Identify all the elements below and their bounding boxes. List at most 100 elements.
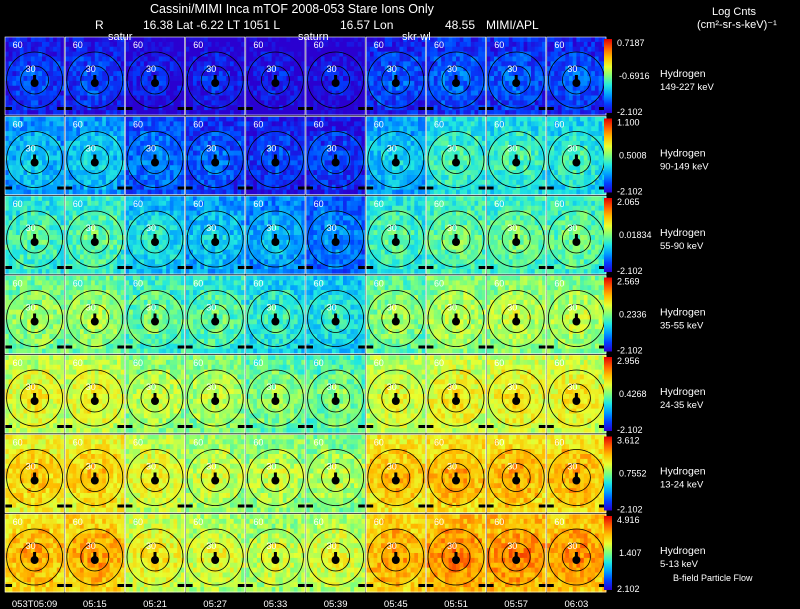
ring-30 — [140, 145, 170, 174]
colorbar-max: 2.569 — [617, 277, 640, 287]
panel-border — [426, 116, 486, 195]
ring-60 — [427, 528, 485, 586]
ring-label-30: 30 — [567, 541, 577, 551]
ring-label-60: 60 — [73, 120, 83, 130]
panel-border — [185, 434, 246, 513]
ring-label-60: 60 — [314, 279, 324, 289]
saturn-marker — [331, 476, 340, 485]
colorbar-mid: 1.407 — [619, 548, 642, 558]
cross-mark — [358, 584, 366, 587]
ring-label-60: 60 — [193, 358, 203, 368]
image-panel: 60 30 — [305, 513, 366, 593]
cross-mark — [117, 425, 125, 428]
field-marker — [454, 472, 458, 478]
ring-label-30: 30 — [447, 541, 457, 551]
panel-border — [185, 195, 246, 275]
ring-label-60: 60 — [314, 517, 324, 527]
ring-30 — [200, 463, 230, 492]
ring-label-60: 60 — [434, 358, 444, 368]
panel-border — [125, 116, 185, 195]
cross-mark — [237, 504, 245, 508]
panel-border — [365, 36, 426, 116]
saturn-marker — [151, 476, 159, 485]
field-marker — [273, 154, 277, 160]
ring-60 — [307, 131, 365, 188]
ring-label-30: 30 — [266, 462, 276, 472]
saturn-marker — [572, 476, 581, 485]
panel-border — [486, 513, 547, 593]
cross-mark — [358, 186, 366, 190]
saturn-marker — [572, 317, 581, 326]
cross-mark — [5, 425, 12, 428]
cross-mark — [486, 425, 494, 428]
saturn-marker — [512, 238, 521, 246]
cross-mark — [177, 345, 185, 349]
field-marker — [574, 154, 578, 160]
ring-30 — [200, 304, 230, 333]
field-marker — [153, 313, 157, 319]
cross-mark — [177, 186, 185, 190]
ring-label-30: 30 — [146, 303, 156, 313]
ring-30 — [140, 65, 170, 95]
ring-label-30: 30 — [206, 303, 216, 313]
colorbar-gradient — [604, 357, 612, 431]
cross-mark — [177, 425, 185, 428]
ring-60 — [427, 51, 485, 109]
ring-60 — [66, 210, 124, 268]
row-energy: 13-24 keV — [660, 480, 704, 491]
saturn-marker — [331, 556, 340, 564]
cross-mark — [538, 584, 546, 587]
field-marker — [213, 472, 217, 478]
ring-60 — [307, 528, 365, 586]
image-panel: 60 30 — [546, 275, 607, 354]
image-panel: 60 30 — [305, 116, 366, 195]
saturn-marker — [151, 158, 159, 167]
cross-mark — [237, 345, 245, 349]
saturn-marker — [512, 397, 521, 405]
ring-60 — [487, 449, 545, 506]
field-marker — [33, 75, 37, 80]
cross-mark — [5, 504, 12, 508]
cross-mark — [486, 345, 494, 349]
ring-label-30: 30 — [26, 382, 36, 392]
ring-30 — [200, 383, 230, 413]
panel-border — [4, 513, 65, 593]
panel-border — [486, 275, 547, 354]
saturn-marker — [572, 158, 581, 167]
ring-label-60: 60 — [314, 438, 324, 448]
cross-mark — [5, 345, 12, 349]
image-panel: 60 30 — [486, 513, 547, 593]
ring-30 — [200, 542, 230, 572]
cross-mark — [306, 345, 313, 349]
cross-mark — [546, 504, 554, 508]
ring-60 — [186, 210, 244, 268]
field-marker — [574, 393, 578, 398]
cross-mark — [245, 107, 253, 110]
ring-60 — [307, 449, 365, 506]
ring-label-60: 60 — [253, 517, 263, 527]
time-tick-label: 05:21 — [143, 599, 167, 609]
saturn-marker — [331, 317, 340, 326]
panel-border — [365, 116, 426, 195]
ring-30 — [381, 383, 411, 413]
ring-label-30: 30 — [86, 382, 96, 392]
field-marker — [334, 154, 338, 160]
ring-label-60: 60 — [193, 279, 203, 289]
image-panel: 60 30 — [365, 513, 426, 593]
image-panel: 60 30 — [125, 116, 185, 195]
ring-30 — [80, 145, 110, 174]
panel-border — [245, 434, 306, 513]
ring-label-60: 60 — [13, 279, 23, 289]
image-panel: 60 30 — [4, 195, 65, 275]
panel-border — [365, 434, 426, 513]
ring-label-60: 60 — [434, 279, 444, 289]
ring-30 — [321, 542, 351, 572]
footer-note: B-field Particle Flow — [673, 573, 753, 583]
ring-label-30: 30 — [567, 462, 577, 472]
panel-border — [4, 434, 65, 513]
ring-label-30: 30 — [26, 64, 36, 74]
field-marker — [153, 393, 157, 398]
saturn-marker — [90, 79, 99, 87]
cross-mark — [57, 504, 65, 508]
cross-mark — [478, 345, 486, 349]
